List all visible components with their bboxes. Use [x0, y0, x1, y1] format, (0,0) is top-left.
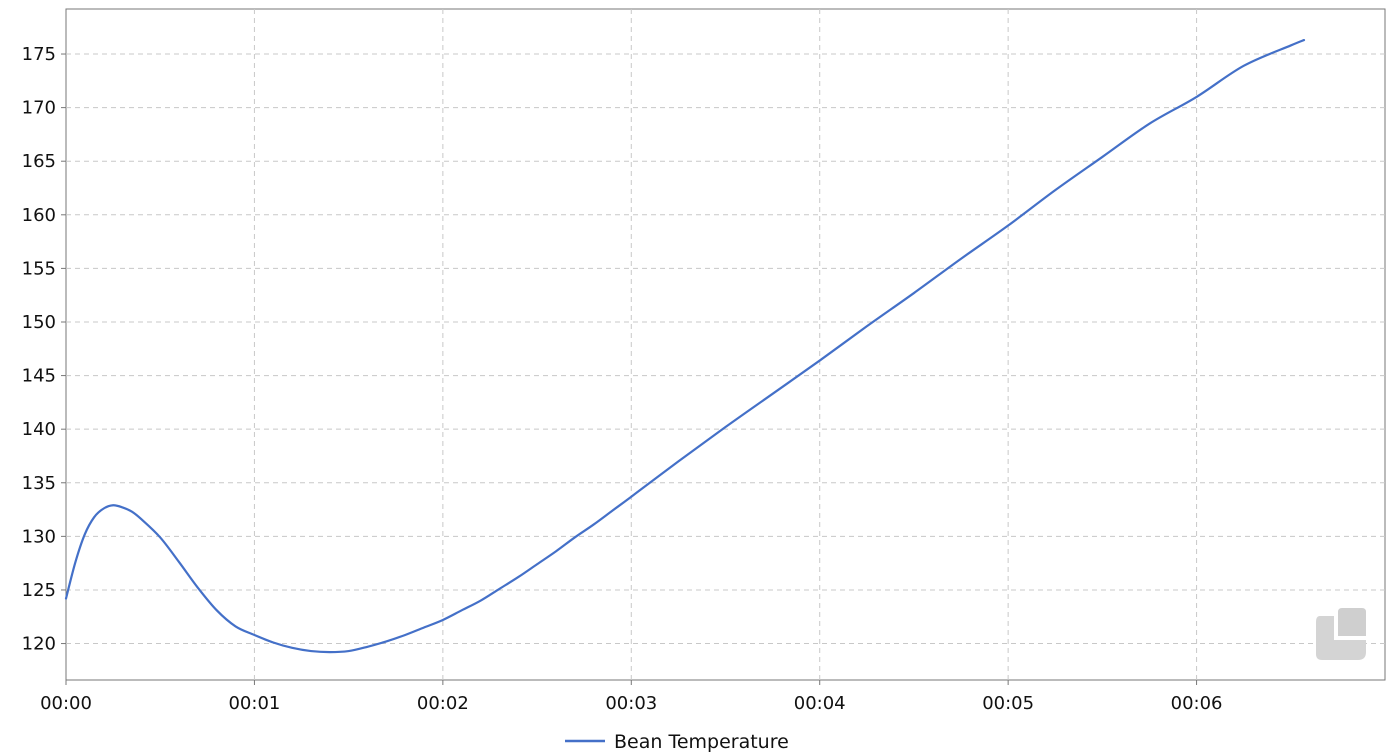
y-tick-label: 140	[22, 419, 56, 440]
y-tick-label: 120	[22, 634, 56, 655]
y-tick-label: 165	[22, 151, 56, 172]
y-tick-label: 170	[22, 98, 56, 119]
y-tick-label: 135	[22, 473, 56, 494]
plot-background	[65, 8, 1386, 681]
y-tick-label: 125	[22, 580, 56, 601]
series-layer	[64, 38, 1306, 654]
legend: Bean Temperature	[565, 731, 789, 753]
y-tick-label: 155	[22, 258, 56, 279]
x-tick-label: 00:04	[794, 693, 846, 714]
series-line-bean-temperature	[64, 38, 1306, 654]
y-tick-label: 160	[22, 205, 56, 226]
logo-watermark-icon	[1316, 608, 1366, 660]
x-tick-label: 00:05	[982, 693, 1034, 714]
axes: 120 125 130 135 140 145 150 155 160 165 170 175 00:0…	[22, 44, 1223, 714]
x-tick-label: 00:03	[605, 693, 657, 714]
y-tick-label: 130	[22, 526, 56, 547]
x-tick-label: 00:00	[40, 693, 92, 714]
y-tick-label: 145	[22, 366, 56, 387]
y-tick-label: 150	[22, 312, 56, 333]
legend-label-bean-temperature: Bean Temperature	[614, 731, 789, 753]
x-tick-label: 00:06	[1171, 693, 1223, 714]
gridlines	[66, 9, 1385, 680]
x-tick-label: 00:02	[417, 693, 469, 714]
x-tick-label: 00:01	[228, 693, 280, 714]
y-tick-label: 175	[22, 44, 56, 65]
